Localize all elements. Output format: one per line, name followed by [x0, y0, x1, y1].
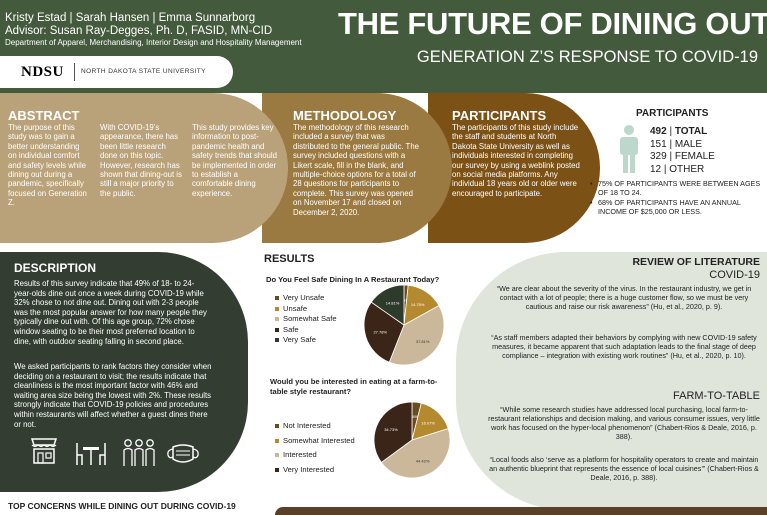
abstract-col-3: This study provides key information to p…: [192, 123, 277, 198]
legend-swatch: [275, 317, 279, 321]
pie-slice: [363, 301, 405, 363]
pie-slice-label: 1.63%: [400, 298, 412, 303]
people-icon: [122, 438, 156, 473]
abstract-col-2: With COVID-19’s appearance, there has be…: [100, 123, 182, 198]
pie-slice-label: 14.75%: [411, 302, 425, 307]
legend-item: Very Interested: [275, 463, 355, 478]
ndsu-logo: NDSU: [21, 64, 64, 80]
chart1-legend: Very Unsafe Unsafe Somewhat Safe Safe Ve…: [275, 293, 337, 346]
description-p1: Results of this survey indicate that 49%…: [14, 279, 207, 346]
farm-subheading: FARM-TO-TABLE: [673, 390, 760, 402]
pie-slice-label: 16.07%: [421, 420, 435, 425]
stats-heading: PARTICIPANTS: [636, 108, 709, 119]
quote-4: “Local foods also ‘serve as a platform f…: [489, 455, 759, 482]
literature-panel: [456, 252, 767, 510]
restaurant-icon: [30, 435, 58, 472]
legend-item: Somewhat Safe: [275, 314, 337, 325]
chart1-title: Do You Feel Safe Dining In A Restaurant …: [266, 275, 440, 284]
legend-swatch: [275, 467, 279, 472]
pie-slice: [380, 428, 451, 479]
department: Department of Apparel, Merchandising, In…: [5, 38, 302, 47]
pie-slice: [388, 305, 445, 366]
legend-item: Very Safe: [275, 335, 337, 346]
quote-1: “We are clear about the severity of the …: [496, 284, 752, 311]
legend-item: Very Unsafe: [275, 293, 337, 304]
methodology-panel: [262, 93, 452, 243]
pie-slice-label: 44.42%: [416, 459, 430, 464]
quote-2: “As staff members adapted their behavior…: [491, 333, 757, 360]
covid-subheading: COVID-19: [709, 269, 760, 281]
pie-slice: [370, 284, 405, 326]
abstract-col-1: The purpose of this study was to gain a …: [8, 123, 87, 208]
pie-slice-label: 37.81%: [416, 339, 430, 344]
results-heading: RESULTS: [264, 253, 315, 265]
pie-slice-label: 27.78%: [373, 330, 387, 335]
top-concerns-heading: TOP CONCERNS WHILE DINING OUT DURING COV…: [8, 501, 236, 511]
university-name: NORTH DAKOTA STATE UNIVERSITY: [81, 68, 206, 75]
abstract-heading: ABSTRACT: [8, 108, 80, 123]
abstract-panel: [0, 93, 288, 243]
chart2-pie: 3.89%16.07% 44.42% 34.73%: [373, 401, 451, 479]
poster-title: THE FUTURE OF DINING OUT: [338, 6, 767, 41]
person-icon: [616, 124, 642, 179]
authors: Kristy Estad | Sarah Hansen | Emma Sunna…: [5, 12, 256, 24]
chart2-legend: Not Interested Somewhat Interested Inter…: [275, 419, 355, 477]
legend-item: Unsafe: [275, 304, 337, 315]
literature-heading: REVIEW OF LITERATURE: [632, 256, 760, 268]
pie-slice-label: 34.73%: [384, 427, 398, 432]
pie-slice-label: 14.81%: [386, 301, 400, 306]
legend-item: Safe: [275, 325, 337, 336]
table-icon: [75, 439, 107, 472]
bullet-item: • 68% OF PARTICIPANTS HAVE AN ANNUAL INCO…: [590, 198, 741, 216]
legend-swatch: [275, 296, 279, 300]
legend-swatch: [275, 424, 279, 428]
stats-bullets: • 75% OF PARTICIPANTS WERE BETWEEN AGES O…: [590, 179, 762, 216]
legend-item: Interested: [275, 448, 355, 463]
stat-row: 329 | FEMALE: [650, 151, 715, 162]
pie-slice: [373, 401, 413, 463]
bullet-item: • 75% OF PARTICIPANTS WERE BETWEEN AGES O…: [590, 179, 761, 197]
stats-list: 492 | TOTAL 151 | MALE 329 | FEMALE 12 |…: [650, 126, 760, 176]
legend-swatch: [275, 327, 279, 332]
methodology-heading: METHODOLOGY: [293, 108, 397, 123]
legend-swatch: [275, 453, 279, 457]
logo-divider: [74, 63, 75, 81]
legend-swatch: [275, 438, 279, 443]
mask-icon: [165, 442, 201, 471]
poster-subtitle: GENERATION Z’S RESPONSE TO COVID-19: [416, 48, 758, 66]
chart1-pie: 1.63%14.75% 37.81% 27.78% 14.81%: [363, 284, 445, 366]
legend-item: Not Interested: [275, 419, 355, 434]
pie-slice-label: 3.89%: [409, 414, 421, 419]
participants-text: The participants of this study include t…: [452, 123, 580, 198]
legend-swatch: [275, 338, 279, 342]
legend-item: Somewhat Interested: [275, 434, 355, 449]
logo-panel: [0, 56, 233, 88]
stat-row: 151 | MALE: [650, 138, 703, 150]
stat-row: 12 | OTHER: [650, 163, 705, 175]
description-heading: DESCRIPTION: [14, 261, 97, 275]
bottom-panel-edge: [275, 507, 767, 515]
stat-row: 492 | TOTAL: [650, 126, 708, 137]
description-p2: We asked participants to rank factors th…: [14, 362, 212, 429]
methodology-text: The methodology of this research include…: [293, 123, 419, 217]
advisor: Advisor: Susan Ray-Degges, Ph. D, FASID,…: [5, 25, 273, 37]
participants-heading: PARTICIPANTS: [452, 108, 547, 123]
quote-3: “While some research studies have addres…: [488, 405, 760, 441]
legend-swatch: [275, 306, 279, 311]
participants-panel: [428, 93, 600, 243]
chart2-title: Would you be interested in eating at a f…: [270, 377, 438, 396]
